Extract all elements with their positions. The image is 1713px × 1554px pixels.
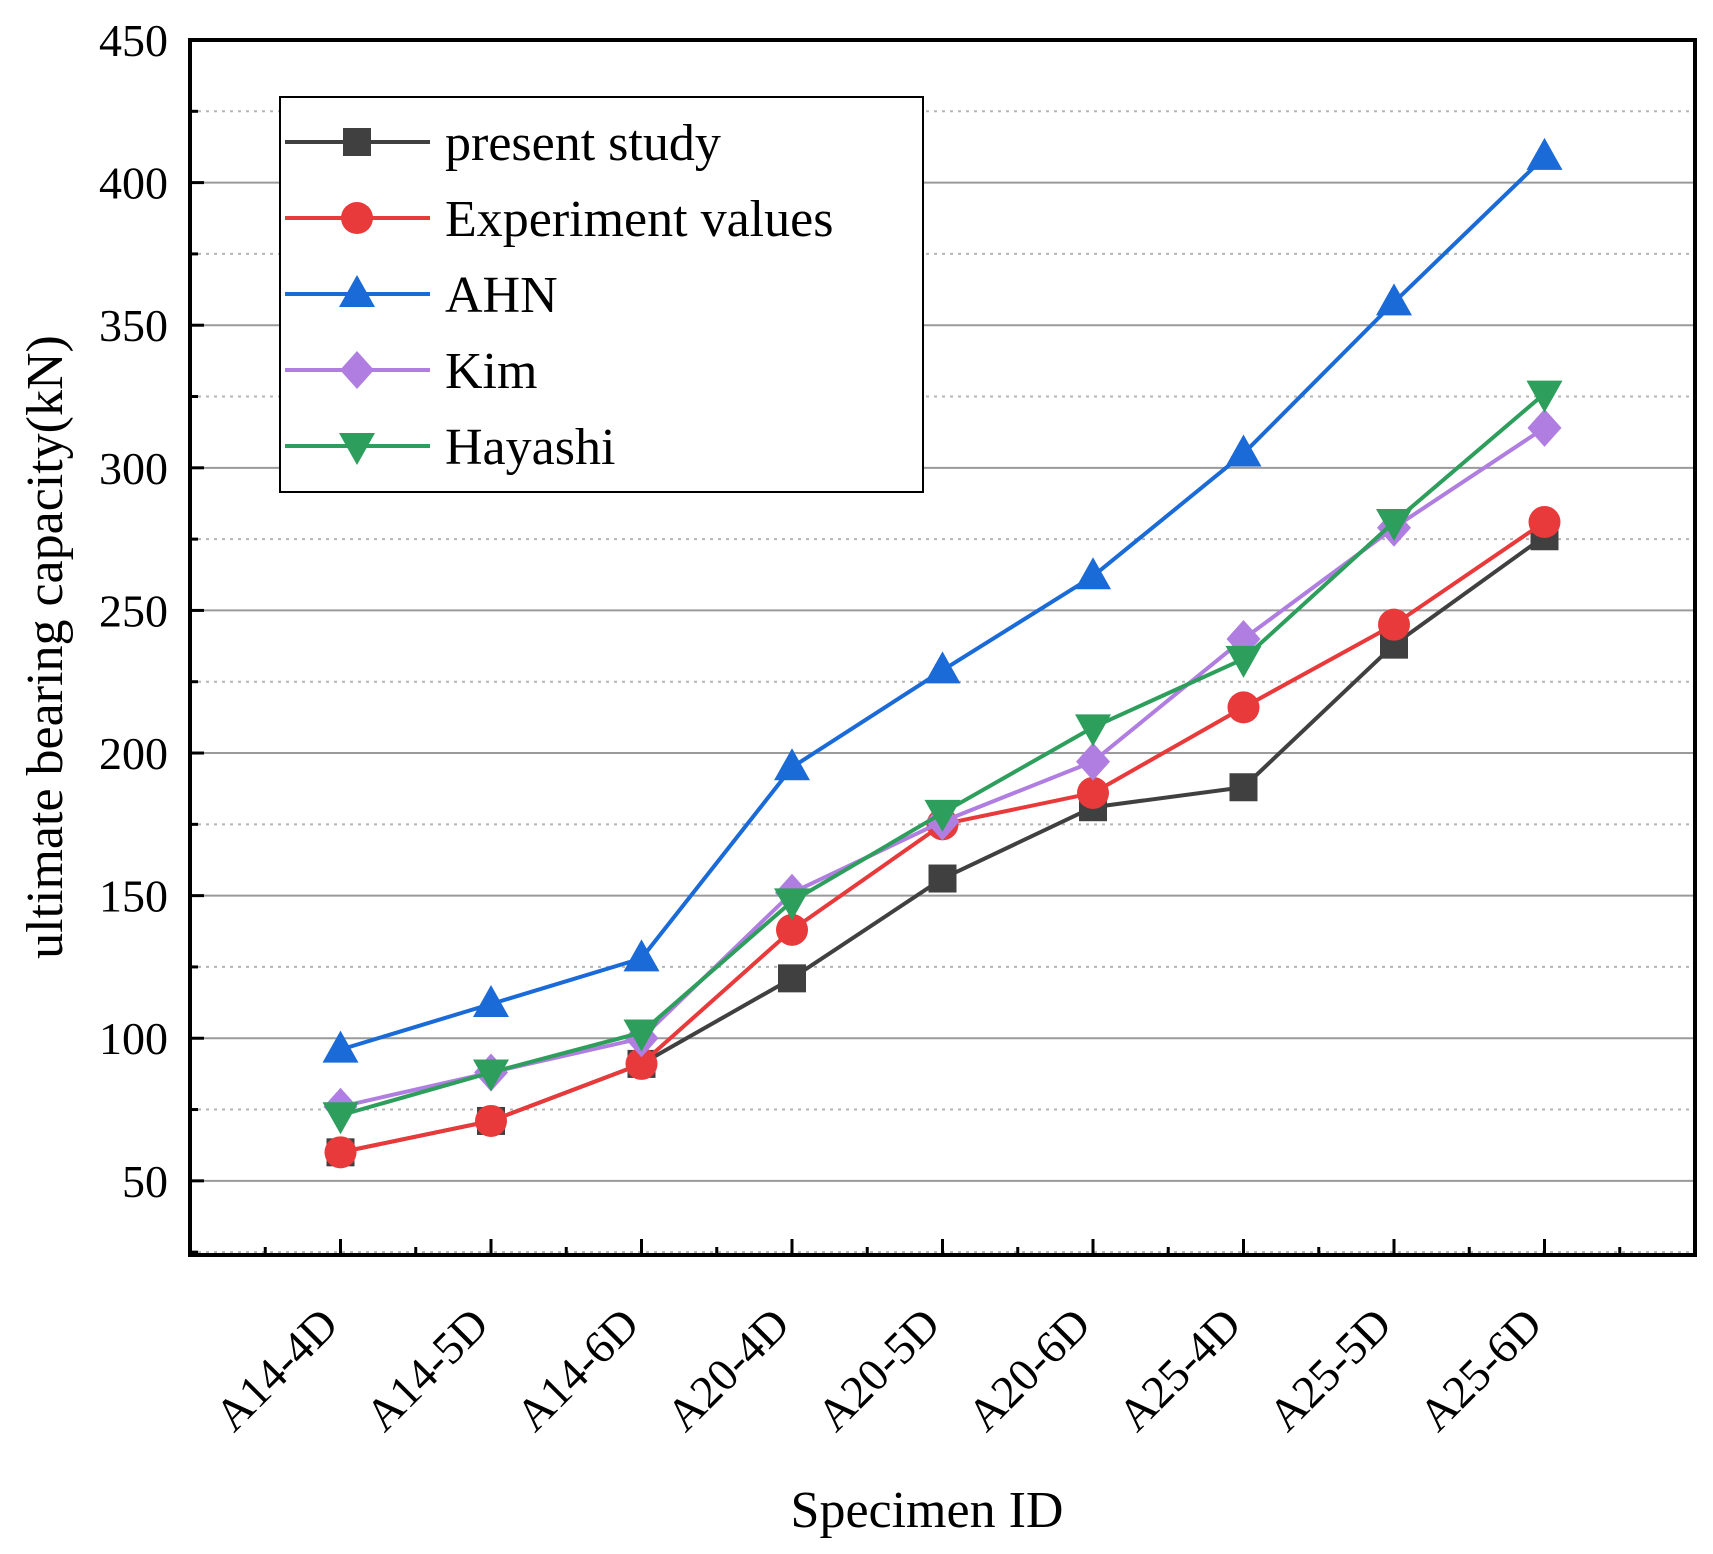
data-point (924, 799, 961, 832)
series-line (339, 392, 1546, 1118)
data-point (1076, 742, 1110, 781)
series-line (340, 534, 1546, 1155)
data-point (778, 964, 806, 993)
y-tick-labels: 50 100 150 200 250 300 350 400 450 (99, 15, 168, 1207)
data-point (1225, 434, 1262, 467)
x-tick-label: A14-4D (205, 1298, 348, 1441)
x-axis-title: Specimen ID (791, 1482, 1064, 1539)
data-point (623, 1019, 660, 1052)
series-line (340, 426, 1546, 1109)
data-point (475, 1104, 507, 1137)
x-tick-label: A14-6D (506, 1298, 649, 1441)
data-point (1526, 380, 1563, 413)
data-point (1075, 714, 1111, 747)
data-point (625, 1047, 658, 1080)
data-point (1378, 608, 1410, 641)
x-tick-label: A25-4D (1108, 1298, 1251, 1441)
data-point (924, 651, 961, 684)
data-point (1229, 773, 1258, 802)
data-point (1077, 776, 1109, 809)
y-tick-label: 350 (99, 300, 168, 351)
legend-label: AHN (445, 267, 558, 324)
y-axis-title: ultimate bearing capacity(kN) (17, 335, 74, 959)
series-kim (323, 408, 1562, 1126)
data-point (623, 939, 660, 972)
legend-marker (341, 202, 373, 234)
data-point (1526, 137, 1563, 170)
legend-marker (339, 433, 375, 465)
legend-label: Hayashi (445, 419, 615, 476)
data-point (473, 1059, 509, 1092)
legend: present study Experiment values AHN Kim Haya… (279, 96, 924, 493)
y-tick-label: 150 (99, 871, 168, 922)
y-tick-label: 50 (122, 1156, 168, 1207)
x-tick-label: A25-5D (1258, 1298, 1401, 1441)
legend-item: present study (285, 115, 721, 172)
data-point (1225, 645, 1262, 678)
data-point (1376, 283, 1412, 316)
x-tick-label: A14-5D (355, 1298, 498, 1441)
data-point (1227, 691, 1260, 724)
x-tick-label: A20-6D (957, 1298, 1100, 1441)
data-point (1075, 557, 1111, 590)
legend-item: AHN (285, 267, 558, 324)
data-point (322, 1102, 359, 1135)
legend-marker (340, 351, 374, 389)
legend-label: present study (445, 115, 721, 172)
x-tick-label: A20-5D (807, 1298, 950, 1441)
y-tick-label: 200 (99, 728, 168, 779)
y-tick-label: 450 (99, 15, 168, 66)
data-point (322, 1030, 359, 1063)
x-tick-label: A20-4D (656, 1298, 799, 1441)
y-tick-label: 250 (99, 585, 168, 636)
y-tick-label: 300 (99, 443, 168, 494)
data-point (1527, 408, 1562, 447)
legend-item: Experiment values (285, 191, 833, 248)
data-point (324, 1136, 357, 1169)
data-point (1376, 509, 1412, 542)
y-tick-label: 100 (99, 1013, 168, 1064)
data-point (776, 913, 808, 946)
x-tick-labels: A14-4D A14-5D A14-6D A20-4D A20-5D A20-6D A25-… (205, 1298, 1552, 1441)
legend-item: Hayashi (285, 419, 615, 476)
y-tick-label: 400 (99, 158, 168, 209)
series-hayashi (322, 380, 1563, 1135)
data-point (774, 748, 810, 781)
series-layer (322, 137, 1563, 1169)
x-tick-label: A25-6D (1409, 1298, 1552, 1441)
legend-marker (339, 275, 375, 307)
data-point (1528, 506, 1561, 539)
data-point (928, 864, 957, 893)
legend-item: Kim (285, 343, 537, 400)
legend-label: Experiment values (445, 191, 833, 248)
data-point (774, 888, 810, 921)
legend-label: Kim (445, 343, 537, 400)
data-point (473, 985, 509, 1018)
legend-marker (343, 128, 371, 156)
axis-ticks (190, 38, 1622, 1255)
series-ahn (322, 137, 1563, 1063)
